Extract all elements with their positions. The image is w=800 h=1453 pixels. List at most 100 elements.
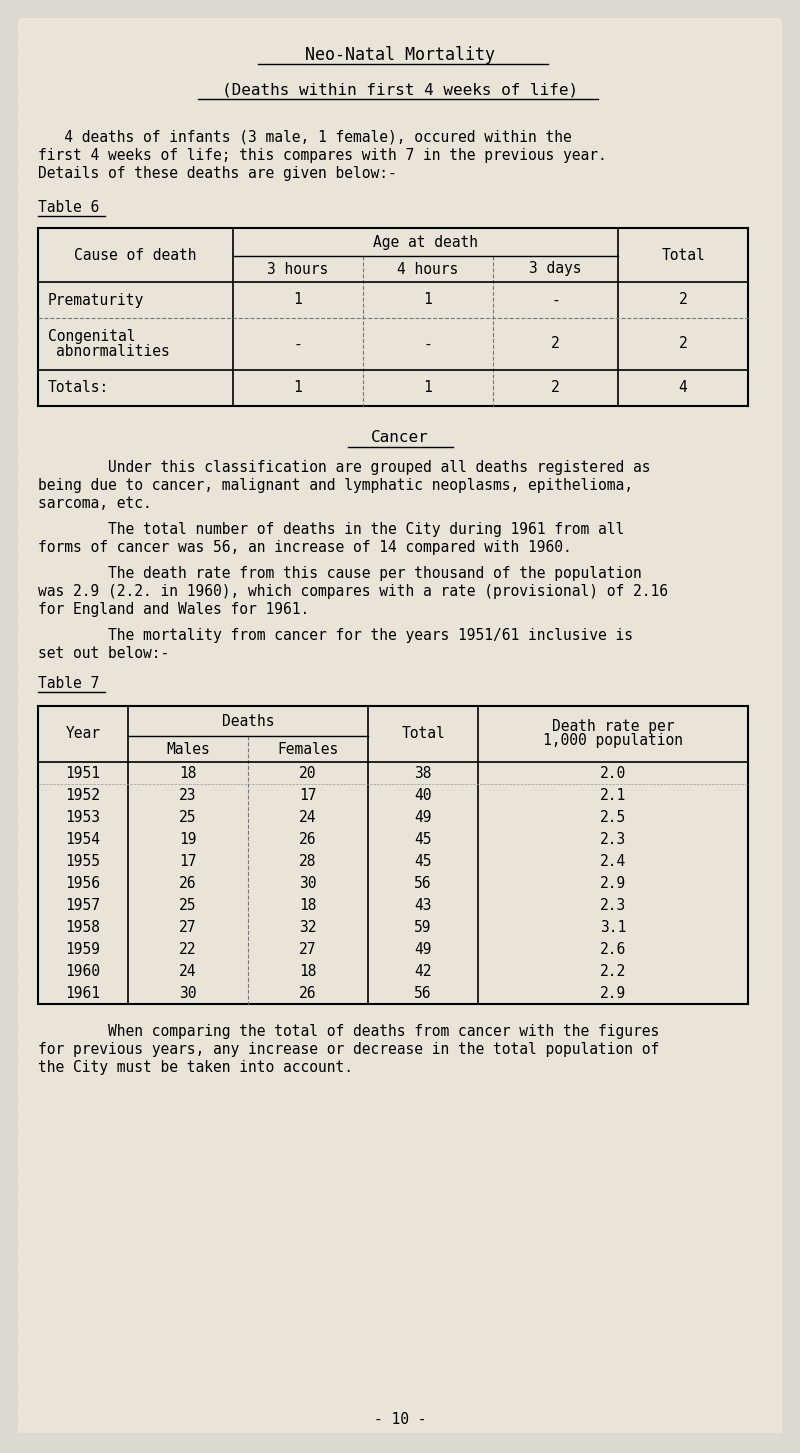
Text: 30: 30 (299, 876, 317, 891)
Text: 1955: 1955 (66, 853, 101, 869)
Text: 40: 40 (414, 788, 432, 802)
Text: 2: 2 (678, 337, 687, 352)
Text: 2.4: 2.4 (600, 853, 626, 869)
Text: 45: 45 (414, 831, 432, 847)
Text: 1: 1 (294, 292, 302, 308)
Text: 18: 18 (179, 766, 197, 780)
Text: the City must be taken into account.: the City must be taken into account. (38, 1061, 353, 1075)
Text: 45: 45 (414, 853, 432, 869)
Text: Death rate per: Death rate per (552, 719, 674, 735)
Text: 1: 1 (424, 292, 432, 308)
Text: 1961: 1961 (66, 985, 101, 1001)
Text: 2.2: 2.2 (600, 963, 626, 978)
Text: 32: 32 (299, 920, 317, 934)
Text: Deaths: Deaths (222, 713, 274, 728)
Text: 4: 4 (678, 381, 687, 395)
Text: 56: 56 (414, 876, 432, 891)
Text: Cause of death: Cause of death (74, 247, 197, 263)
Text: -: - (551, 292, 560, 308)
Text: 4 deaths of infants (3 male, 1 female), occured within the: 4 deaths of infants (3 male, 1 female), … (38, 129, 572, 145)
Text: 1960: 1960 (66, 963, 101, 978)
Text: 1: 1 (294, 381, 302, 395)
Text: -: - (294, 337, 302, 352)
Text: was 2.9 (2.2. in 1960), which compares with a rate (provisional) of 2.16: was 2.9 (2.2. in 1960), which compares w… (38, 584, 668, 599)
Text: 2.3: 2.3 (600, 831, 626, 847)
Text: Totals:: Totals: (48, 381, 110, 395)
Text: 17: 17 (179, 853, 197, 869)
Text: 1956: 1956 (66, 876, 101, 891)
Text: 25: 25 (179, 898, 197, 912)
Text: 2.9: 2.9 (600, 876, 626, 891)
Text: 1957: 1957 (66, 898, 101, 912)
Text: 30: 30 (179, 985, 197, 1001)
Text: 2.9: 2.9 (600, 985, 626, 1001)
Text: 19: 19 (179, 831, 197, 847)
Text: 1959: 1959 (66, 942, 101, 956)
Text: for England and Wales for 1961.: for England and Wales for 1961. (38, 602, 310, 618)
Text: being due to cancer, malignant and lymphatic neoplasms, epithelioma,: being due to cancer, malignant and lymph… (38, 478, 633, 493)
Text: Total: Total (661, 247, 705, 263)
Text: 24: 24 (299, 809, 317, 824)
Text: 23: 23 (179, 788, 197, 802)
Text: 4 hours: 4 hours (398, 262, 458, 276)
Text: The death rate from this cause per thousand of the population: The death rate from this cause per thous… (38, 567, 642, 581)
Text: 2.3: 2.3 (600, 898, 626, 912)
Text: for previous years, any increase or decrease in the total population of: for previous years, any increase or decr… (38, 1042, 659, 1056)
Text: 24: 24 (179, 963, 197, 978)
Text: 26: 26 (179, 876, 197, 891)
Text: 2.5: 2.5 (600, 809, 626, 824)
Text: Table 6: Table 6 (38, 201, 99, 215)
Text: 49: 49 (414, 942, 432, 956)
Text: 2: 2 (678, 292, 687, 308)
Text: sarcoma, etc.: sarcoma, etc. (38, 495, 152, 511)
Text: Neo-Natal Mortality: Neo-Natal Mortality (305, 46, 495, 64)
Text: 2.6: 2.6 (600, 942, 626, 956)
Text: 17: 17 (299, 788, 317, 802)
Text: 25: 25 (179, 809, 197, 824)
Text: 3 hours: 3 hours (267, 262, 329, 276)
Text: - 10 -: - 10 - (374, 1412, 426, 1427)
Text: 56: 56 (414, 985, 432, 1001)
Text: Males: Males (166, 741, 210, 757)
Text: forms of cancer was 56, an increase of 14 compared with 1960.: forms of cancer was 56, an increase of 1… (38, 541, 572, 555)
Text: set out below:-: set out below:- (38, 647, 170, 661)
Text: Total: Total (401, 726, 445, 741)
Text: (Deaths within first 4 weeks of life): (Deaths within first 4 weeks of life) (222, 83, 578, 97)
Text: 2.0: 2.0 (600, 766, 626, 780)
Text: 2: 2 (551, 381, 560, 395)
Text: 18: 18 (299, 898, 317, 912)
Text: 1951: 1951 (66, 766, 101, 780)
Text: Congenital: Congenital (48, 328, 135, 343)
Text: Details of these deaths are given below:-: Details of these deaths are given below:… (38, 166, 397, 182)
Text: Age at death: Age at death (373, 234, 478, 250)
Text: -: - (424, 337, 432, 352)
Text: Prematurity: Prematurity (48, 292, 144, 308)
Text: first 4 weeks of life; this compares with 7 in the previous year.: first 4 weeks of life; this compares wit… (38, 148, 606, 163)
Text: 20: 20 (299, 766, 317, 780)
Text: 38: 38 (414, 766, 432, 780)
Text: 26: 26 (299, 985, 317, 1001)
Text: 2.1: 2.1 (600, 788, 626, 802)
Text: 2: 2 (551, 337, 560, 352)
Text: The total number of deaths in the City during 1961 from all: The total number of deaths in the City d… (38, 522, 624, 538)
Text: 1,000 population: 1,000 population (543, 734, 683, 748)
Text: Under this classification are grouped all deaths registered as: Under this classification are grouped al… (38, 461, 650, 475)
Text: 27: 27 (299, 942, 317, 956)
Text: 1: 1 (424, 381, 432, 395)
Text: 1952: 1952 (66, 788, 101, 802)
Text: The mortality from cancer for the years 1951/61 inclusive is: The mortality from cancer for the years … (38, 628, 633, 644)
Text: 26: 26 (299, 831, 317, 847)
Text: 1954: 1954 (66, 831, 101, 847)
Text: 1958: 1958 (66, 920, 101, 934)
Text: 22: 22 (179, 942, 197, 956)
Text: Cancer: Cancer (371, 430, 429, 446)
Text: abnormalities: abnormalities (56, 344, 170, 359)
Text: 28: 28 (299, 853, 317, 869)
Text: Year: Year (66, 726, 101, 741)
Text: Table 7: Table 7 (38, 676, 99, 692)
Text: When comparing the total of deaths from cancer with the figures: When comparing the total of deaths from … (38, 1024, 659, 1039)
Text: 49: 49 (414, 809, 432, 824)
Text: 59: 59 (414, 920, 432, 934)
Text: 42: 42 (414, 963, 432, 978)
Text: 3 days: 3 days (530, 262, 582, 276)
